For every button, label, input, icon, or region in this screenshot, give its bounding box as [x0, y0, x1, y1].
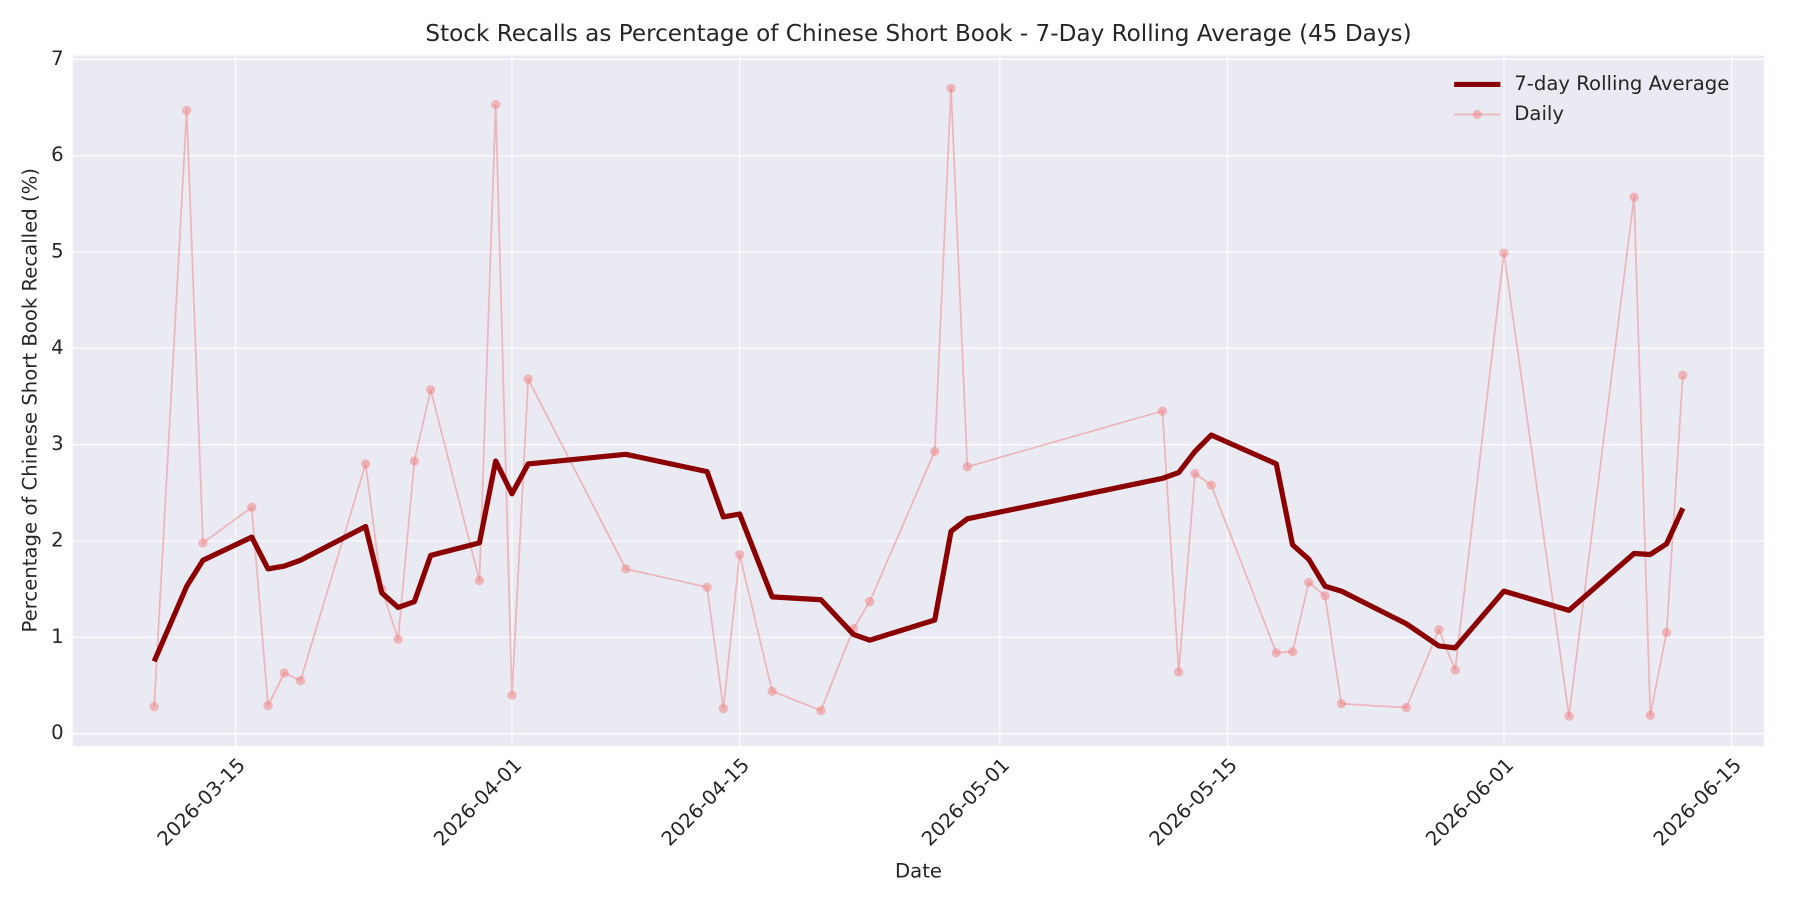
x-tick-label: 2026-04-15 [657, 754, 754, 851]
y-tick-label: 5 [51, 240, 64, 263]
x-tick-label: 2026-06-15 [1649, 754, 1746, 851]
x-tick-label: 2026-06-01 [1421, 754, 1518, 851]
x-tick-label: 2026-05-01 [917, 754, 1014, 851]
data-point [1450, 665, 1460, 675]
data-point [360, 459, 371, 469]
data-point [1190, 468, 1200, 479]
data-point [1434, 624, 1444, 635]
data-point [816, 705, 826, 716]
data-point [474, 575, 485, 586]
y-tick-label: 6 [51, 143, 64, 166]
data-point [182, 105, 192, 116]
data-point [247, 502, 257, 512]
data-point [1499, 248, 1509, 258]
data-point [946, 83, 956, 93]
data-point [734, 549, 745, 560]
data-point [295, 676, 306, 686]
data-point [621, 564, 631, 574]
y-tick-label: 2 [51, 528, 64, 551]
data-point [702, 582, 712, 592]
data-point [507, 690, 517, 700]
x-tick-label: 2026-05-15 [1145, 754, 1242, 851]
data-point [1304, 577, 1314, 588]
legend: 7-day Rolling Average Daily [1454, 72, 1729, 125]
data-point [1287, 647, 1298, 657]
data-point [1661, 627, 1672, 638]
y-tick-label: 3 [51, 432, 64, 455]
x-tick-label: 2026-04-01 [429, 754, 526, 851]
y-axis-label: Percentage of Chinese Short Book Recalle… [19, 168, 42, 632]
data-point [1174, 667, 1184, 677]
legend-marker [1472, 109, 1482, 120]
data-point [1564, 711, 1574, 721]
data-point [1678, 370, 1688, 380]
data-point [1206, 480, 1216, 490]
data-point [523, 374, 533, 384]
x-tick-label: 2026-03-15 [153, 754, 250, 851]
data-point [1336, 699, 1346, 709]
data-point [1629, 192, 1639, 202]
plot-area [72, 55, 1765, 747]
data-point [426, 385, 436, 395]
y-tick-label: 7 [51, 47, 64, 70]
data-point [1645, 710, 1655, 720]
data-point [393, 634, 403, 644]
data-point [962, 462, 972, 472]
legend-label: Daily [1514, 102, 1564, 125]
data-point [718, 703, 728, 714]
series-line [151, 432, 1686, 663]
data-point [930, 446, 940, 457]
data-point [409, 456, 420, 466]
data-point [865, 597, 875, 607]
data-point [767, 686, 777, 696]
data-point [149, 702, 159, 712]
data-point [491, 100, 501, 110]
data-point [198, 538, 208, 548]
data-point [1401, 702, 1411, 713]
data-point [263, 701, 273, 711]
x-axis-label: Date [895, 860, 942, 883]
data-point [279, 668, 289, 678]
data-point [1271, 648, 1281, 658]
y-tick-label: 0 [51, 721, 64, 744]
chart-title: Stock Recalls as Percentage of Chinese S… [425, 21, 1411, 47]
legend-label: 7-day Rolling Average [1514, 72, 1729, 95]
y-tick-label: 4 [51, 336, 64, 359]
data-point [1320, 591, 1330, 601]
grid [72, 55, 1765, 747]
lines [149, 83, 1688, 721]
data-point [1157, 406, 1168, 416]
y-tick-label: 1 [51, 625, 64, 648]
